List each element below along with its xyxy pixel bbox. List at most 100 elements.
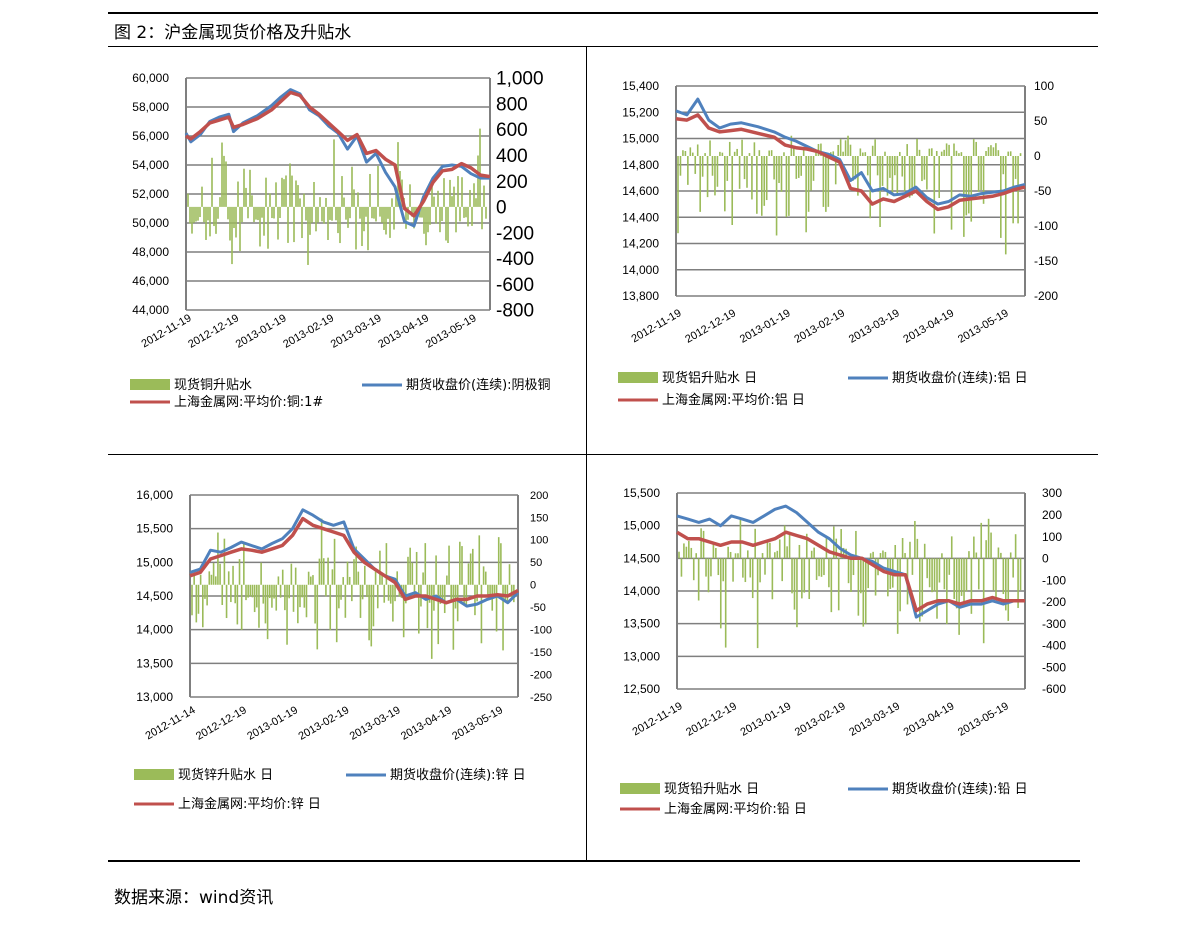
vertical-divider xyxy=(586,47,587,861)
y-right-tick-label: -600 xyxy=(1042,682,1066,696)
figure-title: 图 2：沪金属现货价格及升贴水 xyxy=(114,23,352,43)
chart-zinc: 13,000 13,500 14,000 14,500 15,000 15,500 16,0… xyxy=(134,488,552,812)
y-right-tick-label: -800 xyxy=(496,301,534,322)
legend-spot-label: 上海金属网:平均价:锌 日 xyxy=(178,796,321,812)
x-tick-label: 2013-03-19 xyxy=(329,312,384,351)
y-right-tick-label: 0 xyxy=(496,198,507,219)
y-left-tick-label: 52,000 xyxy=(132,187,169,201)
x-tick-label: 2013-02-19 xyxy=(281,312,336,351)
chart-lead: 12,500 13,000 13,500 14,000 14,500 15,000 15,5… xyxy=(620,486,1066,817)
mid-rule xyxy=(108,454,1098,455)
x-tick-label: 2013-03-19 xyxy=(847,307,902,346)
y-left-tick-label: 60,000 xyxy=(132,71,169,85)
y-right-tick-label: 100 xyxy=(1042,530,1062,544)
legend-swatch-premium xyxy=(130,379,170,390)
legend-premium-label: 现货铝升贴水 日 xyxy=(662,370,757,386)
y-right-tick-label: -600 xyxy=(496,275,534,296)
x-tick-label: 2013-02-19 xyxy=(793,700,848,739)
x-tick-label: 2013-04-19 xyxy=(399,704,454,743)
y-left-tick-label: 58,000 xyxy=(132,100,169,114)
y-left-tick-label: 13,800 xyxy=(622,289,659,303)
y-left-tick-label: 14,000 xyxy=(623,584,660,598)
y-left-tick-label: 14,200 xyxy=(622,237,659,251)
y-left-tick-label: 16,000 xyxy=(136,488,173,502)
y-left-tick-label: 54,000 xyxy=(132,158,169,172)
spot-line xyxy=(189,516,519,605)
y-left-tick-label: 48,000 xyxy=(132,245,169,259)
y-left-tick-label: 14,500 xyxy=(136,589,173,603)
y-left-tick-label: 13,500 xyxy=(136,656,173,670)
y-right-tick-label: -200 xyxy=(530,669,552,681)
y-right-tick-label: 50 xyxy=(1034,114,1048,128)
y-left-tick-label: 14,400 xyxy=(622,210,659,224)
y-right-tick-label: 0 xyxy=(1042,552,1049,566)
x-tick-label: 2012-11-14 xyxy=(143,704,197,742)
x-tick-label: 2013-05-19 xyxy=(956,307,1011,346)
chart-copper: 44,000 46,000 48,000 50,000 52,000 54,000 56,0… xyxy=(130,69,551,410)
x-tick-label: 2013-02-19 xyxy=(792,307,847,346)
y-left-tick-label: 13,000 xyxy=(623,649,660,663)
legend-swatch-premium xyxy=(618,372,658,383)
y-right-tick-label: -250 xyxy=(530,692,552,704)
y-right-tick-label: 800 xyxy=(496,94,528,115)
y-left-tick-label: 15,400 xyxy=(622,79,659,93)
spot-line xyxy=(676,530,1025,613)
y-right-tick-label: 200 xyxy=(496,172,528,193)
y-right-tick-label: 0 xyxy=(1034,149,1041,163)
x-tick-label: 2013-02-19 xyxy=(297,704,352,743)
x-tick-label: 2012-11-19 xyxy=(630,700,684,738)
y-right-tick-label: -50 xyxy=(1034,184,1052,198)
y-right-tick-label: 400 xyxy=(496,146,528,167)
bottom-rule xyxy=(108,860,1080,862)
x-tick-label: 2013-03-19 xyxy=(847,700,902,739)
y-left-tick-label: 15,200 xyxy=(622,105,659,119)
y-right-tick-label: -100 xyxy=(1034,219,1058,233)
x-tick-label: 2012-11-19 xyxy=(629,307,683,345)
y-right-tick-label: 100 xyxy=(530,535,548,547)
chart-aluminum: 13,800 14,000 14,200 14,400 14,600 14,800 15,0… xyxy=(618,79,1058,408)
x-tick-label: 2012-12-19 xyxy=(683,307,738,346)
title-rule xyxy=(108,46,1098,47)
y-left-tick-label: 13,000 xyxy=(136,690,173,704)
legend-futures-label: 期货收盘价(连续):锌 日 xyxy=(390,767,526,783)
y-right-tick-label: 100 xyxy=(1034,79,1054,93)
y-right-tick-label: -200 xyxy=(1034,289,1058,303)
y-left-tick-label: 15,500 xyxy=(136,522,173,536)
y-left-tick-label: 50,000 xyxy=(132,216,169,230)
y-left-tick-label: 14,600 xyxy=(622,184,659,198)
legend-futures-label: 期货收盘价(连续):阴极铜 xyxy=(406,377,551,393)
y-left-tick-label: 44,000 xyxy=(132,303,169,317)
y-right-tick-label: 300 xyxy=(1042,486,1062,500)
y-right-tick-label: -100 xyxy=(530,625,552,637)
y-left-tick-label: 56,000 xyxy=(132,129,169,143)
x-tick-label: 2013-01-19 xyxy=(234,312,289,351)
legend-swatch-premium xyxy=(620,783,660,794)
y-right-tick-label: -400 xyxy=(496,249,534,270)
y-left-tick-label: 14,000 xyxy=(622,263,659,277)
x-tick-label: 2013-04-19 xyxy=(901,307,956,346)
x-tick-label: 2013-01-19 xyxy=(739,700,794,739)
y-right-tick-label: 200 xyxy=(530,490,548,502)
legend-spot-label: 上海金属网:平均价:铝 日 xyxy=(662,392,805,408)
x-tick-label: 2013-05-19 xyxy=(450,704,505,743)
y-right-tick-label: -150 xyxy=(1034,254,1058,268)
y-right-tick-label: -200 xyxy=(1042,595,1066,609)
y-right-tick-label: 150 xyxy=(530,512,548,524)
y-left-tick-label: 15,000 xyxy=(136,555,173,569)
y-left-tick-label: 12,500 xyxy=(623,682,660,696)
spot-line xyxy=(675,113,1026,212)
y-left-tick-label: 15,000 xyxy=(622,132,659,146)
y-right-tick-label: -150 xyxy=(530,647,552,659)
futures-line xyxy=(189,508,520,608)
legend-swatch-premium xyxy=(134,769,174,780)
x-tick-label: 2012-11-19 xyxy=(139,312,193,350)
x-tick-label: 2012-12-19 xyxy=(684,700,739,739)
legend-premium-label: 现货铜升贴水 xyxy=(174,377,252,393)
legend-spot-label: 上海金属网:平均价:铅 日 xyxy=(664,801,807,817)
y-right-tick-label: -200 xyxy=(496,223,534,244)
y-right-tick-label: 200 xyxy=(1042,508,1062,522)
y-right-tick-label: -50 xyxy=(530,602,546,614)
x-tick-label: 2012-12-19 xyxy=(186,312,241,351)
y-left-tick-label: 15,000 xyxy=(623,519,660,533)
